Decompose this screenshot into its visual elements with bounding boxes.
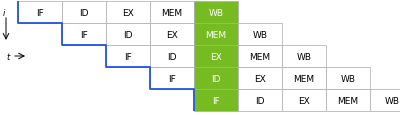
Bar bbox=[62, 24, 106, 46]
Text: ID: ID bbox=[167, 52, 177, 61]
Text: MEM: MEM bbox=[206, 30, 226, 39]
Text: MEM: MEM bbox=[250, 52, 270, 61]
Bar bbox=[150, 67, 194, 89]
Bar bbox=[150, 24, 194, 46]
Text: ID: ID bbox=[211, 74, 221, 83]
Text: MEM: MEM bbox=[294, 74, 314, 83]
Bar bbox=[238, 24, 282, 46]
Text: WB: WB bbox=[384, 96, 400, 105]
Bar bbox=[194, 46, 238, 67]
Bar bbox=[150, 2, 194, 24]
Text: EX: EX bbox=[210, 52, 222, 61]
Bar bbox=[282, 89, 326, 111]
Bar bbox=[194, 24, 238, 46]
Text: EX: EX bbox=[166, 30, 178, 39]
Text: ID: ID bbox=[255, 96, 265, 105]
Bar bbox=[62, 2, 106, 24]
Text: WB: WB bbox=[252, 30, 268, 39]
Bar bbox=[194, 89, 238, 111]
Bar bbox=[194, 67, 238, 89]
Text: MEM: MEM bbox=[338, 96, 358, 105]
Text: IF: IF bbox=[80, 30, 88, 39]
Text: ID: ID bbox=[79, 8, 89, 17]
Bar bbox=[106, 2, 150, 24]
Bar bbox=[18, 2, 62, 24]
Text: EX: EX bbox=[298, 96, 310, 105]
Bar bbox=[106, 24, 150, 46]
Bar bbox=[238, 46, 282, 67]
Bar bbox=[194, 2, 238, 24]
Text: ID: ID bbox=[123, 30, 133, 39]
Bar bbox=[238, 67, 282, 89]
Text: WB: WB bbox=[296, 52, 312, 61]
Text: WB: WB bbox=[208, 8, 224, 17]
Text: i: i bbox=[3, 8, 5, 17]
Bar bbox=[282, 67, 326, 89]
Text: MEM: MEM bbox=[162, 8, 182, 17]
Text: WB: WB bbox=[340, 74, 356, 83]
Bar bbox=[326, 67, 370, 89]
Bar bbox=[370, 89, 400, 111]
Text: IF: IF bbox=[168, 74, 176, 83]
Bar bbox=[326, 89, 370, 111]
Bar bbox=[238, 89, 282, 111]
Text: IF: IF bbox=[124, 52, 132, 61]
Bar bbox=[150, 46, 194, 67]
Text: EX: EX bbox=[254, 74, 266, 83]
Bar bbox=[106, 46, 150, 67]
Bar bbox=[282, 46, 326, 67]
Text: EX: EX bbox=[122, 8, 134, 17]
Text: IF: IF bbox=[212, 96, 220, 105]
Text: t: t bbox=[6, 52, 10, 61]
Text: IF: IF bbox=[36, 8, 44, 17]
